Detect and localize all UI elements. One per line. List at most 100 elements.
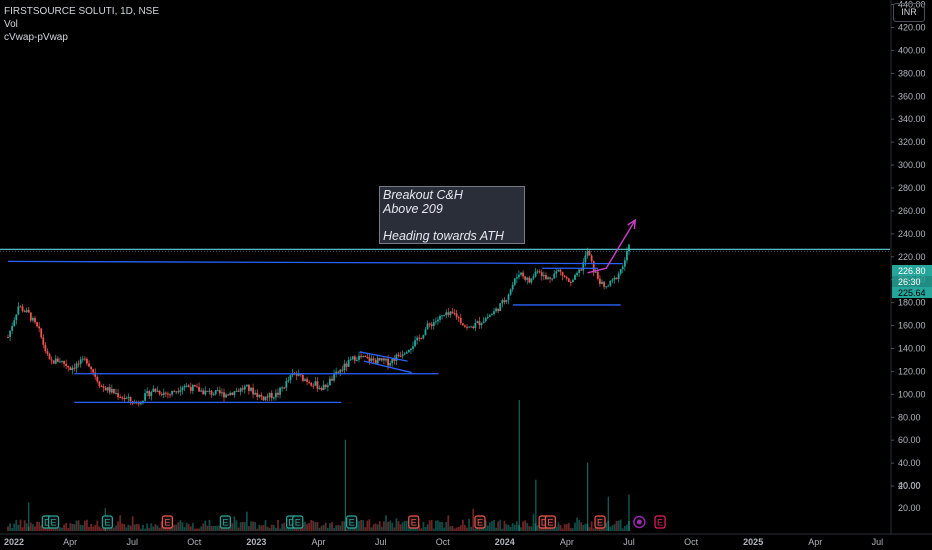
annotation-note[interactable]: Breakout C&H Above 209 Heading towards A…	[379, 186, 525, 244]
trendline[interactable]	[359, 351, 408, 362]
candle-body	[9, 330, 11, 338]
split-event-icon[interactable]	[633, 515, 646, 529]
volume-bar	[623, 525, 626, 531]
candle-body	[108, 387, 111, 393]
candle-body	[499, 303, 502, 312]
volume-bar	[208, 519, 211, 531]
volume-bar	[231, 523, 234, 531]
candle-body	[549, 277, 551, 279]
volume-bar	[75, 520, 78, 531]
candle-body	[56, 358, 59, 362]
event-marker-label: E	[164, 518, 170, 528]
candle-body	[349, 359, 352, 361]
earnings-marker[interactable]	[161, 515, 173, 529]
candle-body	[453, 313, 456, 315]
indicator-cvwap[interactable]: cVwap-pVwap	[4, 32, 68, 43]
candle-body	[605, 286, 608, 288]
candle-body	[71, 367, 74, 371]
volume-bar	[189, 526, 192, 531]
volume-bar	[115, 525, 117, 531]
volume-spike	[587, 462, 589, 531]
candle-body	[233, 391, 236, 395]
candle-body	[488, 315, 491, 317]
candle-body	[459, 317, 462, 324]
currency-badge[interactable]: INR	[893, 3, 925, 22]
earnings-marker[interactable]	[474, 515, 486, 529]
candle-body	[326, 385, 329, 388]
volume-bar	[528, 526, 531, 531]
candle-body	[88, 363, 90, 367]
earnings-marker[interactable]	[346, 515, 358, 529]
candle-body	[289, 375, 292, 381]
volume-bar	[152, 526, 155, 531]
volume-bar	[424, 527, 427, 531]
candle-body	[387, 358, 389, 366]
earnings-marker[interactable]	[544, 515, 556, 529]
trendline[interactable]	[7, 260, 623, 265]
earnings-marker[interactable]	[219, 515, 231, 529]
candle-body	[129, 396, 132, 402]
volume-bar	[79, 524, 82, 531]
volume-bar	[520, 527, 522, 531]
candle-body	[127, 396, 130, 399]
candle-body	[113, 388, 115, 394]
volume-bar	[333, 528, 335, 531]
volume-bar	[15, 519, 18, 531]
volume-bar	[347, 528, 350, 531]
candle-body	[559, 269, 562, 272]
volume-bar	[580, 522, 583, 531]
volume-bar	[603, 528, 605, 531]
candle-body	[75, 363, 78, 369]
candle-body	[36, 322, 38, 327]
symbol-title[interactable]: FIRSTSOURCE SOLUTI, 1D, NSE	[4, 6, 160, 17]
note-line-3	[383, 216, 521, 230]
earnings-marker[interactable]	[292, 515, 304, 529]
candle-body	[478, 321, 481, 326]
drawings[interactable]	[0, 218, 890, 404]
price-axis[interactable]: 20.0040.0060.0080.00100.00120.00140.0016…	[891, 0, 926, 513]
volume-bar	[368, 519, 371, 531]
y-tick-label: 440.00	[898, 0, 926, 10]
volume-bar	[370, 527, 373, 531]
indicator-vol[interactable]: Vol	[4, 19, 18, 30]
candle-body	[401, 354, 404, 357]
volume-bar	[183, 527, 186, 531]
candle-body	[164, 392, 167, 394]
volume-bar	[441, 522, 443, 531]
volume-bar	[567, 522, 570, 531]
candle-body	[69, 367, 72, 371]
volume-bar	[584, 523, 587, 531]
candle-body	[181, 387, 184, 391]
earnings-marker[interactable]	[101, 515, 113, 529]
volume-spike	[28, 502, 30, 531]
candle-body	[158, 390, 161, 395]
earnings-marker[interactable]	[47, 515, 60, 529]
earnings-marker[interactable]	[594, 515, 606, 529]
volume-bar	[582, 524, 585, 531]
candle-body	[23, 311, 26, 313]
volume-bar	[191, 522, 194, 531]
candle-body	[287, 380, 290, 382]
volume-bar	[341, 521, 344, 531]
volume-bar	[470, 526, 473, 531]
candle-body	[455, 313, 458, 318]
candle-body	[187, 385, 190, 388]
earnings-marker[interactable]	[654, 515, 666, 529]
breakout-arrow[interactable]	[587, 219, 636, 274]
x-tick-label: Jul	[375, 537, 387, 547]
earnings-marker[interactable]	[408, 515, 420, 529]
candle-body	[337, 371, 340, 373]
volume-bar	[59, 527, 61, 531]
candle-body	[416, 337, 419, 341]
candle-body	[422, 335, 425, 339]
trendline[interactable]	[363, 360, 412, 374]
volume-bar	[94, 525, 97, 531]
volume-bar	[304, 521, 306, 531]
volume-bar	[461, 519, 464, 531]
time-axis[interactable]: 2022 Apr Jul Oct 2023 Apr Jul Oct 2024 Apr Jul Oct 2…	[4, 537, 883, 547]
volume-bar	[142, 524, 144, 531]
candle-body	[621, 266, 624, 269]
volume-bar	[146, 523, 149, 531]
